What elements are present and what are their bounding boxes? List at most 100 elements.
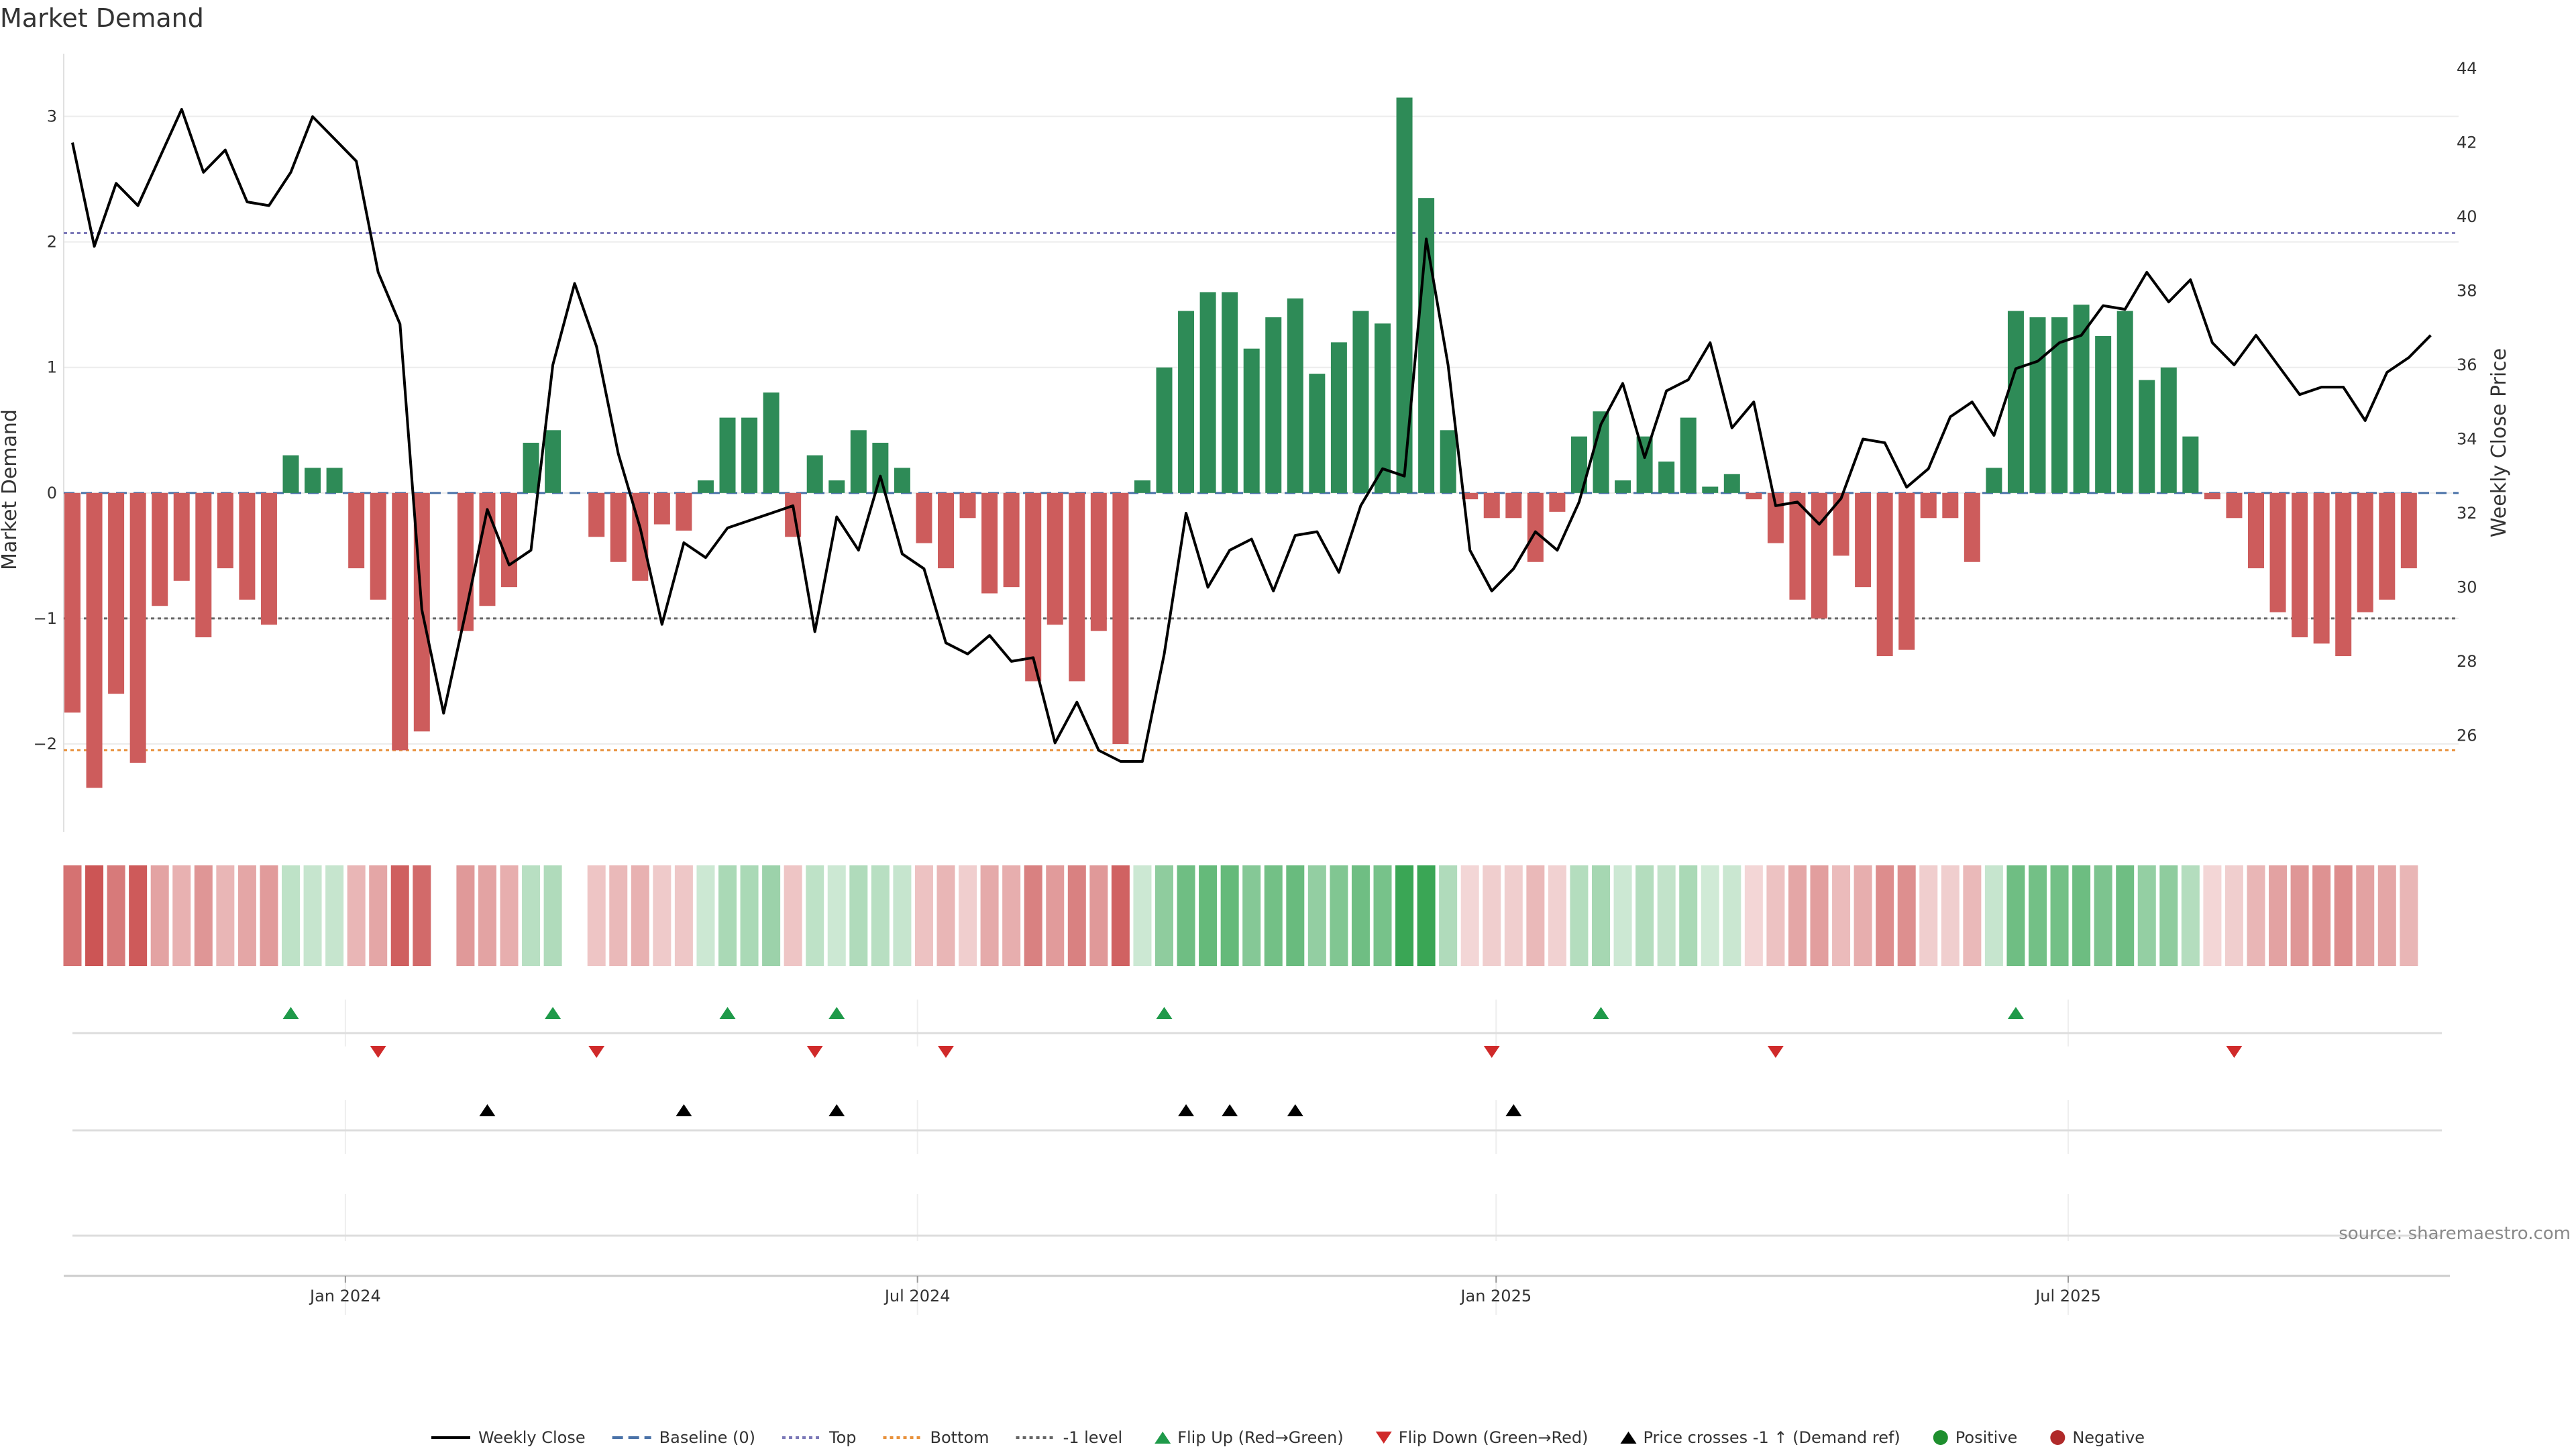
demand-bar — [1046, 492, 1063, 625]
chart-title: Market Demand — [0, 3, 204, 33]
heat-cell — [980, 865, 999, 966]
demand-bar — [260, 492, 277, 625]
flip-down-marker — [2226, 1046, 2243, 1058]
demand-bar — [1265, 317, 1282, 493]
heat-cell — [1984, 865, 2003, 966]
price-cross-marker — [1505, 1104, 1522, 1116]
demand-bar — [676, 492, 692, 531]
flip-down-marker — [370, 1046, 386, 1058]
heat-cell — [1089, 865, 1108, 966]
demand-bar — [981, 492, 998, 594]
heat-cell — [1067, 865, 1086, 966]
demand-bar — [1287, 298, 1303, 493]
legend-item: -1 level — [1016, 1428, 1123, 1447]
y-axis-label: Market Demand — [0, 409, 21, 570]
heat-cell — [1330, 865, 1348, 966]
legend-label: Bottom — [930, 1428, 989, 1447]
y-axis-ticks: 3 2 1 0 −1 −2 — [34, 107, 57, 753]
demand-bar — [392, 492, 409, 751]
demand-bar — [152, 492, 168, 606]
demand-bar — [2139, 380, 2155, 493]
demand-bar — [1069, 492, 1085, 682]
heat-cell — [500, 865, 519, 966]
flip-down-marker — [588, 1046, 605, 1058]
flip-up-marker — [1593, 1007, 1609, 1019]
heat-cell — [2290, 865, 2309, 966]
price-cross-marker — [1222, 1104, 1238, 1116]
demand-bar — [1483, 492, 1500, 519]
y2-axis-ticks: 44 42 40 38 36 34 32 30 28 26 — [2457, 59, 2477, 745]
demand-bar — [1375, 323, 1391, 493]
demand-bar — [2292, 492, 2308, 637]
heat-cell — [1963, 865, 1982, 966]
legend-item: Negative — [2050, 1428, 2145, 1447]
price-cross-marker — [828, 1104, 845, 1116]
heat-cell — [806, 865, 824, 966]
demand-bar — [1615, 480, 1631, 493]
demand-bar — [1833, 492, 1849, 556]
heat-cell — [1832, 865, 1851, 966]
legend-label: -1 level — [1063, 1428, 1123, 1447]
demand-bar — [1986, 468, 2002, 493]
y2-tick-label: 30 — [2457, 578, 2477, 596]
y-tick-label: 1 — [47, 358, 57, 377]
legend-swatch — [1155, 1432, 1171, 1444]
heat-cell — [1199, 865, 1218, 966]
demand-bar — [653, 492, 670, 525]
heat-cell — [543, 865, 562, 966]
legend-swatch — [1933, 1430, 1948, 1445]
demand-bar — [2029, 317, 2046, 493]
demand-bar — [1789, 492, 1806, 600]
y-tick-label: 0 — [47, 484, 57, 502]
demand-bar — [2357, 492, 2373, 612]
demand-bar — [1199, 292, 1216, 493]
heat-cell — [237, 865, 256, 966]
demand-bar — [326, 468, 343, 493]
demand-bar — [1505, 492, 1522, 519]
y-tick-label: −1 — [34, 609, 57, 628]
heat-cell — [1613, 865, 1632, 966]
heat-cell — [1635, 865, 1654, 966]
legend-item: Flip Down (Green→Red) — [1375, 1428, 1589, 1447]
heat-cell — [1810, 865, 1829, 966]
heat-cell — [893, 865, 912, 966]
demand-bar — [719, 417, 736, 493]
heat-cell — [914, 865, 933, 966]
demand-bar — [2313, 492, 2330, 644]
flip-down-marker — [806, 1046, 823, 1058]
heat-cell — [1723, 865, 1741, 966]
heat-cell — [1373, 865, 1392, 966]
heat-cell — [1526, 865, 1545, 966]
heat-cell — [522, 865, 541, 966]
heat-cell — [1876, 865, 1894, 966]
demand-bar — [2095, 335, 2112, 493]
heat-cell — [260, 865, 278, 966]
legend-swatch — [1375, 1432, 1392, 1444]
heat-cell — [827, 865, 846, 966]
y2-tick-label: 34 — [2457, 429, 2477, 448]
heat-cell — [849, 865, 868, 966]
demand-bar — [348, 492, 365, 569]
y-tick-label: 3 — [47, 107, 57, 126]
demand-bar — [785, 492, 802, 537]
demand-bar — [1462, 492, 1479, 500]
heat-cell — [2312, 865, 2331, 966]
legend-item: Positive — [1933, 1428, 2017, 1447]
demand-bar — [523, 443, 539, 493]
legend-item: Flip Up (Red→Green) — [1155, 1428, 1344, 1447]
demand-bar — [1942, 492, 1959, 519]
chart-legend: Weekly Close Baseline (0) Top Bottom -1 leve… — [431, 1428, 2145, 1447]
demand-bar — [217, 492, 233, 569]
heat-cell — [1570, 865, 1589, 966]
source-note: source: sharemaestro.com — [2339, 1224, 2571, 1244]
demand-bar — [1178, 311, 1195, 493]
demand-bar — [64, 492, 80, 713]
demand-bar — [1090, 492, 1107, 631]
demand-bar — [305, 468, 321, 493]
demand-bar — [1636, 436, 1653, 493]
demand-bar — [501, 492, 517, 588]
heat-cell — [1701, 865, 1719, 966]
heat-cell — [194, 865, 213, 966]
heat-cell — [2334, 865, 2353, 966]
demand-bar — [1702, 486, 1719, 493]
